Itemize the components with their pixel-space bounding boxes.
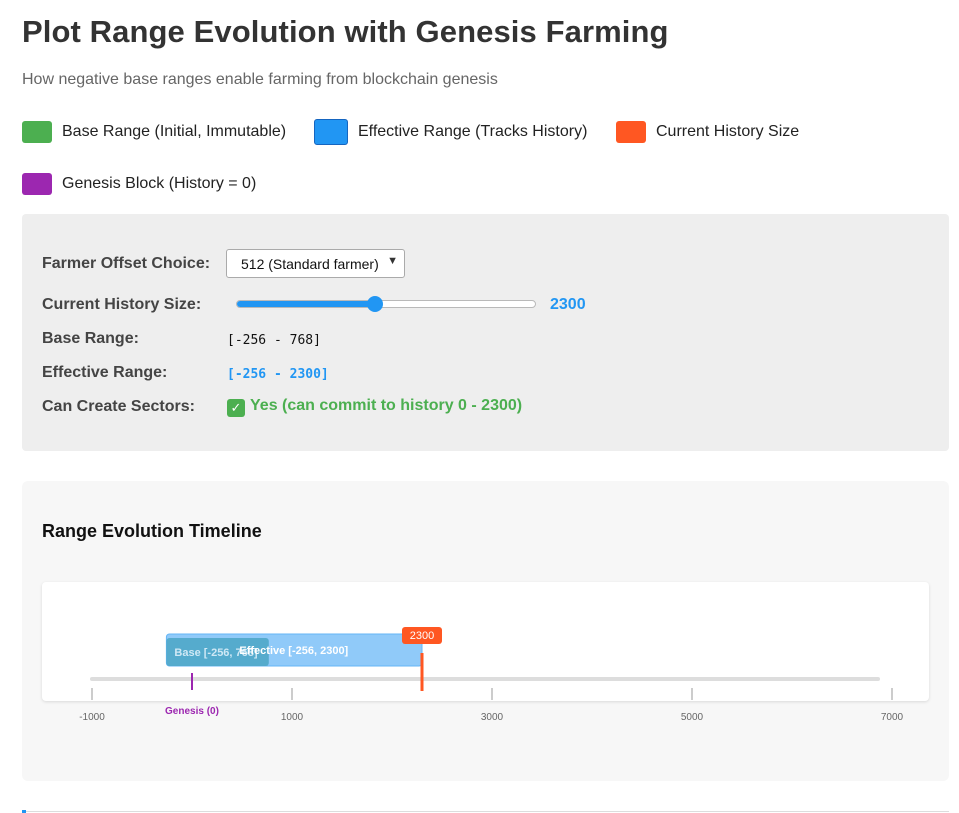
base-range-value: [-256 - 768] [227,333,321,348]
page-subtitle: How negative base ranges enable farming … [22,71,498,88]
timeline-title: Range Evolution Timeline [42,521,262,541]
legend-swatch-history [616,121,646,143]
page-title: Plot Range Evolution with Genesis Farmin… [22,14,669,49]
legend-label-history: Current History Size [656,123,800,140]
effective-range-bar-label: Effective [-256, 2300] [239,645,348,657]
legend-item-history: Current History Size [616,119,799,145]
base-range-bar-label: Base [-256, 768] [174,647,257,659]
legend-label-genesis: Genesis Block (History = 0) [62,175,257,192]
axis-tick-label: 5000 [681,712,704,723]
can-create-value: Yes (can commit to history 0 - 2300) [250,397,523,414]
history-label: Current History Size: [42,296,202,313]
history-value: 2300 [550,296,586,313]
legend-swatch-genesis [22,173,52,195]
legend-item-genesis: Genesis Block (History = 0) [22,171,256,197]
legend-item-base: Base Range (Initial, Immutable) [22,119,286,145]
base-range-bar [166,638,269,666]
effective-range-value: [-256 - 2300] [227,367,329,382]
history-marker-label: 2300 [410,630,434,642]
legend-label-effective: Effective Range (Tracks History) [358,123,588,140]
axis-tick-label: 7000 [881,712,904,723]
offset-label: Farmer Offset Choice: [42,255,211,272]
bottom-divider [22,810,949,813]
can-create-label: Can Create Sectors: [42,398,195,415]
history-slider[interactable] [236,296,536,312]
history-slider-fill [237,301,375,307]
legend-swatch-base [22,121,52,143]
offset-select-value: 512 (Standard farmer) [241,255,379,272]
genesis-marker-label: Genesis (0) [165,706,219,717]
legend-label-base: Base Range (Initial, Immutable) [62,123,287,140]
axis-tick-label: -1000 [79,712,105,723]
history-marker-badge [402,627,442,644]
timeline-panel: Range Evolution Timeline -1000 1000 3000 50… [22,481,949,781]
check-mark-icon: ✓ [227,399,245,417]
legend-item-effective: Effective Range (Tracks History) [314,119,587,145]
axis-tick-label: 3000 [481,712,504,723]
chevron-down-icon: ▼ [387,255,398,267]
can-create-status: ✓ Yes (can commit to history 0 - 2300) [227,397,522,417]
effective-range-label: Effective Range: [42,364,168,381]
controls-panel: Farmer Offset Choice: 512 (Standard farm… [22,214,949,451]
timeline-chart: -1000 1000 3000 5000 7000 Base [-256, 768] Eff… [42,582,929,723]
offset-select[interactable]: 512 (Standard farmer) ▼ [226,249,405,278]
legend-swatch-effective [314,119,348,145]
bottom-divider-accent [22,810,26,813]
history-slider-thumb[interactable] [367,296,383,312]
timeline-svg: -1000 1000 3000 5000 7000 Base [-256, 768]Eff… [79,627,904,723]
base-range-label: Base Range: [42,330,139,347]
axis-tick-label: 1000 [281,712,304,723]
